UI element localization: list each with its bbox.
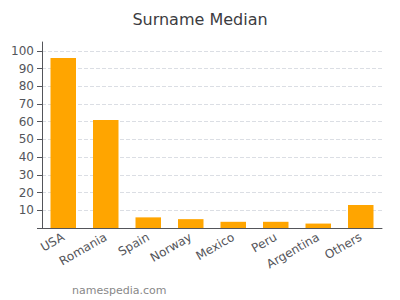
svg-text:Peru: Peru [249,230,279,255]
svg-text:20: 20 [19,186,34,200]
svg-text:Romania: Romania [57,230,109,268]
svg-text:10: 10 [19,203,34,217]
svg-text:40: 40 [19,150,34,164]
svg-text:Norway: Norway [148,230,194,265]
svg-text:USA: USA [38,230,67,255]
svg-text:60: 60 [19,115,34,129]
svg-text:50: 50 [19,132,34,146]
svg-text:70: 70 [19,97,34,111]
svg-text:90: 90 [19,62,34,76]
svg-text:80: 80 [19,79,34,93]
svg-text:Argentina: Argentina [264,230,322,271]
svg-text:namespedia.com: namespedia.com [72,284,166,297]
svg-text:30: 30 [19,168,34,182]
svg-text:100: 100 [11,44,34,58]
svg-text:Surname Median: Surname Median [132,10,267,29]
svg-text:Mexico: Mexico [193,230,236,263]
svg-text:Others: Others [322,230,364,262]
svg-text:Spain: Spain [116,230,152,259]
